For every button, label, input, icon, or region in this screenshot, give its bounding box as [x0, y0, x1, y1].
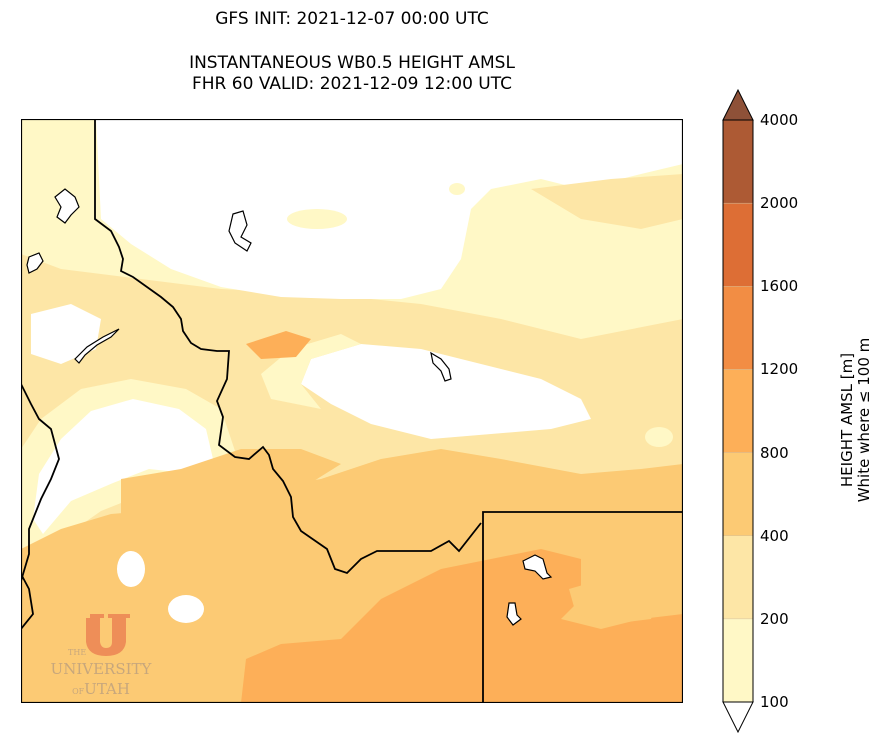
colorbar-segment-800 [722, 369, 754, 453]
band-400-inset-island [569, 574, 661, 624]
lake-5 [430, 351, 452, 382]
colorbar-label-note: White where ≤ 100 m [855, 337, 873, 503]
map-frame [21, 119, 683, 703]
band-none-north [96, 119, 683, 299]
colorbar-segment-2000 [722, 119, 754, 204]
title-field: INSTANTANEOUS WB0.5 HEIGHT AMSL [189, 53, 515, 73]
title-valid: FHR 60 VALID: 2021-12-09 12:00 UTC [192, 74, 512, 94]
colorbar-segment-400 [722, 452, 754, 536]
title-init: GFS INIT: 2021-12-07 00:00 UTC [215, 9, 489, 29]
band-200-ridge [531, 174, 683, 229]
band-800-patch [246, 331, 311, 359]
colorbar-extend-min [722, 701, 754, 734]
colorbar-tick-800: 800 [760, 443, 789, 462]
lake-4 [74, 328, 120, 364]
lake-6 [522, 554, 553, 580]
colorbar-segment-1200 [722, 286, 754, 370]
logo-of: OF [72, 687, 85, 696]
band-400-plains [121, 449, 341, 519]
state-boundary-inset [482, 511, 683, 703]
colorbar-outline [722, 119, 754, 703]
state-boundary-southwest [21, 573, 34, 630]
logo-university: UNIVERSITY [50, 660, 152, 678]
colorbar-segment-200 [722, 535, 754, 620]
lake-2 [228, 210, 252, 252]
colorbar-tick-4000: 4000 [760, 111, 799, 129]
band-100-spot [645, 427, 673, 447]
colorbar-tick-1200: 1200 [760, 360, 799, 379]
map-panel [21, 119, 683, 703]
colorbar-tick-200: 200 [760, 609, 789, 628]
band-none-center [301, 344, 591, 439]
band-100-center-ring [261, 334, 361, 409]
colorbar-tick-400: 400 [760, 526, 789, 545]
state-boundary-coast [21, 383, 60, 582]
lake-7 [506, 602, 522, 626]
band-800-south [241, 549, 683, 703]
university-logo: THE UNIVERSITY OFUTAH [42, 612, 160, 702]
colorbar-tick-2000: 2000 [760, 194, 799, 213]
colorbar-tick-1600: 1600 [760, 277, 799, 296]
lake-1 [54, 188, 80, 224]
colorbar-tick-100: 100 [760, 693, 789, 711]
colorbar-extend-max [722, 88, 754, 121]
band-100-spot-4 [287, 209, 347, 229]
band-none-spot-2 [168, 595, 204, 623]
state-boundary-west [94, 119, 482, 575]
colorbar-segment-1600 [722, 202, 754, 287]
band-100-spot-3 [449, 183, 465, 195]
band-none-spot-1 [117, 551, 145, 587]
logo-the: THE [68, 648, 87, 657]
band-none-west [31, 304, 101, 364]
colorbar-segment-100 [722, 618, 754, 703]
logo-of-utah: OFUTAH [42, 680, 160, 698]
logo-u-icon [86, 614, 130, 656]
band-none-southwest-inner [33, 399, 213, 534]
colorbar-label-units: HEIGHT AMSL [m] [838, 352, 856, 488]
logo-utah: UTAH [84, 680, 130, 698]
colorbar [722, 88, 754, 734]
lake-3 [26, 252, 44, 274]
